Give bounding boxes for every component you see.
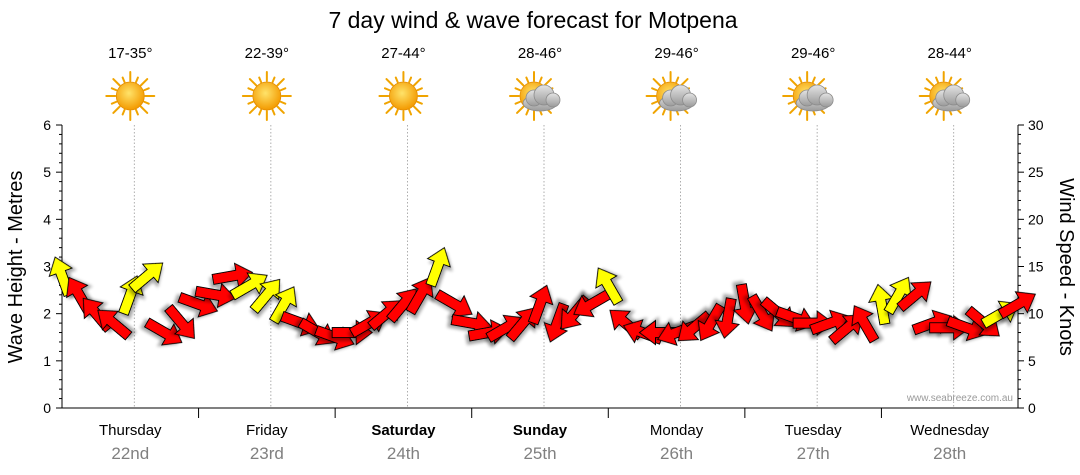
- day-headers: 17-35° 22-39° 27-44° 28-46° 29-46° 29-46° 28-4…: [105, 45, 972, 121]
- wind-arrow: [505, 307, 537, 343]
- day-temperature: 17-35°: [108, 45, 152, 62]
- day-temperature: 22-39°: [245, 45, 289, 62]
- wind-arrow: [677, 310, 713, 342]
- wind-arrow: [97, 309, 133, 341]
- left-tick-label: 1: [43, 353, 51, 369]
- day-name-label: Tuesday: [785, 422, 842, 439]
- wind-arrow: [249, 278, 281, 315]
- wind-arrow: [697, 302, 726, 342]
- sun-icon: [105, 71, 156, 121]
- plot-grid: [133, 125, 955, 418]
- day-date-label: 27th: [797, 444, 830, 463]
- wind-arrows: [48, 246, 1037, 351]
- left-tick-label: 0: [43, 400, 51, 416]
- day-name-label: Monday: [650, 422, 704, 439]
- day-temperature: 28-46°: [518, 45, 562, 62]
- wind-arrow: [268, 286, 297, 325]
- wind-arrow: [229, 272, 268, 301]
- day-date-label: 25th: [523, 444, 556, 463]
- right-tick-label: 25: [1028, 164, 1044, 180]
- day-temperature: 27-44°: [381, 45, 425, 62]
- day-name-label: Wednesday: [910, 422, 989, 439]
- day-name-label: Friday: [246, 422, 288, 439]
- right-tick-label: 15: [1028, 259, 1044, 275]
- credit-text: www.seabreeze.com.au: [906, 393, 1013, 404]
- wind-arrow: [997, 291, 1037, 320]
- right-tick-label: 0: [1028, 400, 1036, 416]
- partly-cloudy-icon: [645, 71, 697, 121]
- wind-arrow: [194, 282, 237, 309]
- left-tick-label: 2: [43, 306, 51, 322]
- left-tick-label: 4: [43, 211, 51, 227]
- day-date-label: 23rd: [250, 444, 284, 463]
- day-temperature: 29-46°: [654, 45, 698, 62]
- right-axis-ticks: 0 5 10 15 20 25 30: [1018, 117, 1044, 416]
- right-tick-label: 30: [1028, 117, 1044, 133]
- wind-arrow: [164, 303, 195, 340]
- partly-cloudy-icon: [509, 71, 561, 121]
- left-axis-ticks: 0 1 2 3 4 5 6: [43, 117, 62, 416]
- left-axis-title: Wave Height - Metres: [5, 171, 27, 364]
- day-date-label: 22nd: [111, 444, 149, 463]
- wind-arrow: [714, 297, 740, 339]
- chart-title: 7 day wind & wave forecast for Motpena: [328, 7, 737, 33]
- wind-arrow: [527, 284, 554, 326]
- partly-cloudy-icon: [782, 71, 834, 121]
- wind-arrow: [896, 281, 932, 313]
- day-name-label: Thursday: [99, 422, 162, 439]
- day-labels: Thursday 22nd Friday 23rd Saturday 24th Sunday…: [99, 422, 990, 463]
- wind-arrow: [595, 267, 624, 306]
- day-date-label: 28th: [933, 444, 966, 463]
- day-temperature: 29-46°: [791, 45, 835, 62]
- day-temperature: 28-44°: [928, 45, 972, 62]
- day-name-label: Sunday: [513, 422, 568, 439]
- wind-arrow: [425, 246, 451, 288]
- right-tick-label: 20: [1028, 211, 1044, 227]
- left-tick-label: 6: [43, 117, 51, 133]
- left-tick-label: 5: [43, 164, 51, 180]
- sun-icon: [378, 71, 429, 121]
- day-date-label: 26th: [660, 444, 693, 463]
- sun-icon: [241, 71, 292, 121]
- wind-arrow: [128, 262, 164, 294]
- left-tick-label: 3: [43, 259, 51, 275]
- right-tick-label: 5: [1028, 353, 1036, 369]
- wind-arrow: [851, 305, 880, 344]
- day-name-label: Saturday: [371, 422, 436, 439]
- right-tick-label: 10: [1028, 306, 1044, 322]
- partly-cloudy-icon: [918, 71, 971, 121]
- right-axis-title: Wind Speed - Knots: [1055, 178, 1077, 356]
- day-date-label: 24th: [387, 444, 420, 463]
- wind-arrow: [143, 317, 183, 346]
- wind-arrow: [405, 276, 434, 316]
